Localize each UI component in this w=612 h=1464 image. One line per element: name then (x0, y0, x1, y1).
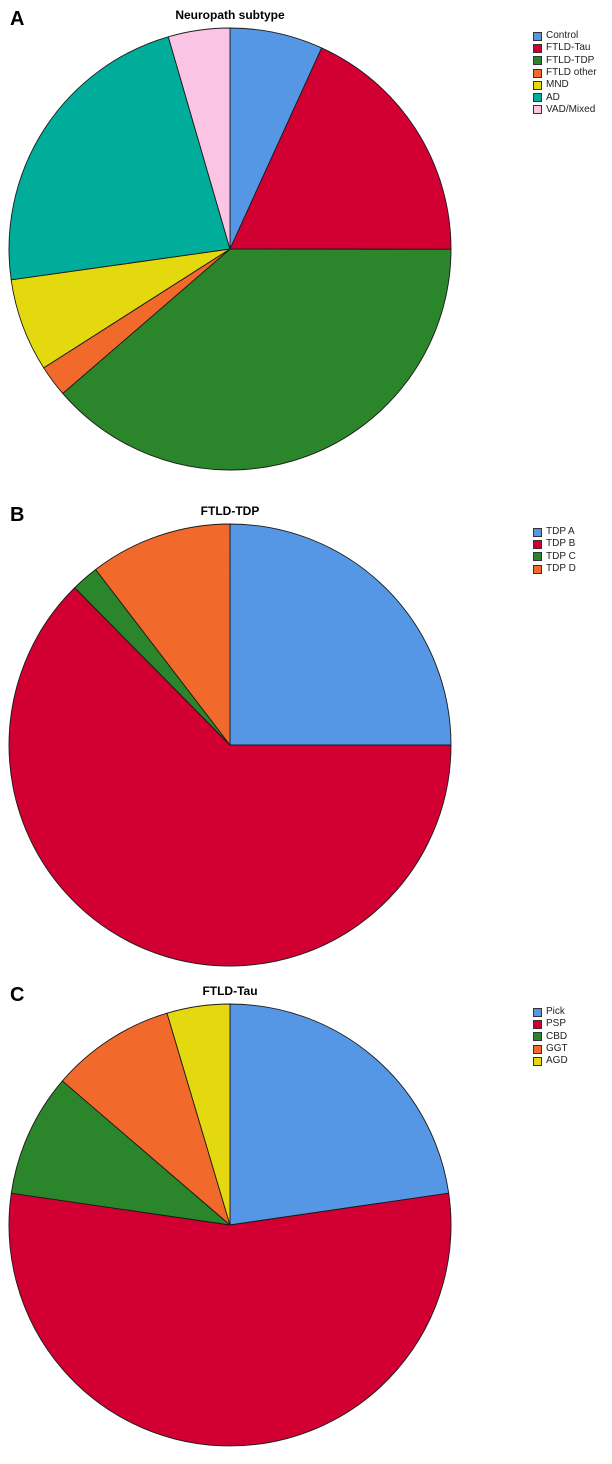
legend-item-tdp-a: TDP A (533, 526, 576, 538)
pie-slice-ftld-tdp (62, 248, 452, 471)
chart-title: FTLD-TDP (200, 504, 260, 518)
legend: TDP A TDP B TDP C TDP D (533, 526, 576, 575)
legend-label: TDP C (546, 550, 576, 562)
legend-swatch (533, 31, 542, 41)
pie-slice-cbd (10, 1080, 231, 1226)
legend-item-mnd: MND (533, 79, 597, 91)
legend-swatch (533, 527, 542, 537)
pie-slice-tdp-b (8, 587, 452, 967)
legend-item-psp: PSP (533, 1018, 568, 1030)
legend-swatch (533, 1044, 542, 1054)
pie-slice-vad-mixed (167, 27, 231, 250)
panel-ftld-tdp: B FTLD-TDP TDP A TDP B TDP C TDP D (0, 496, 612, 984)
legend-swatch (533, 80, 542, 90)
legend-item-control: Control (533, 30, 597, 42)
legend-swatch (533, 56, 542, 66)
legend-swatch (533, 1056, 542, 1066)
pie-slice-agd (166, 1003, 231, 1226)
legend-item-agd: AGD (533, 1055, 568, 1067)
chart-title: FTLD-Tau (202, 984, 258, 998)
panel-label: A (10, 8, 25, 30)
legend-label: VAD/Mixed (546, 103, 596, 115)
pie-slice-ggt (61, 1012, 231, 1226)
pie-slice-psp (8, 1192, 452, 1447)
pie-slice-ad (8, 36, 231, 281)
legend-swatch (533, 1019, 542, 1029)
legend-item-cbd: CBD (533, 1031, 568, 1043)
legend-swatch (533, 43, 542, 53)
legend-label: Control (546, 30, 579, 42)
panel-neuropath-subtype: A Neuropath subtype Control FTLD-Tau FTLD-… (0, 0, 612, 488)
pie-chart (8, 27, 452, 471)
legend-swatch (533, 1007, 542, 1017)
pie-slice-pick (229, 1003, 450, 1226)
panel-label: B (10, 504, 25, 526)
legend-swatch (533, 552, 542, 562)
pie-chart (8, 1003, 452, 1447)
legend-label: FTLD other (546, 67, 597, 79)
legend-label: FTLD-Tau (546, 42, 591, 54)
legend-label: MND (546, 79, 569, 91)
panel-ftld-tau: C FTLD-Tau Pick PSP CBD GGT AGD (0, 976, 612, 1464)
legend-item-ftld-other: FTLD other (533, 67, 597, 79)
legend-item-tdp-c: TDP C (533, 551, 576, 563)
legend-swatch (533, 1032, 542, 1042)
legend-item-tdp-d: TDP D (533, 563, 576, 575)
legend-swatch (533, 564, 542, 574)
legend-item-ad: AD (533, 91, 597, 103)
legend-swatch (533, 68, 542, 78)
pie-slice-tdp-a (229, 523, 452, 746)
legend: Pick PSP CBD GGT AGD (533, 1006, 568, 1067)
legend-label: FTLD-TDP (546, 54, 595, 66)
legend-label: AD (546, 91, 560, 103)
legend-label: Pick (546, 1006, 565, 1018)
legend-swatch (533, 539, 542, 549)
legend-label: PSP (546, 1018, 567, 1030)
pie-chart (8, 523, 452, 967)
legend-item-tdp-b: TDP B (533, 538, 576, 550)
legend: Control FTLD-Tau FTLD-TDP FTLD other MND AD VA… (533, 30, 597, 116)
legend-label: TDP B (546, 538, 576, 550)
pie-slice-ftld-tau (229, 47, 452, 250)
legend-label: TDP D (546, 563, 576, 575)
legend-item-ggt: GGT (533, 1043, 568, 1055)
legend-label: AGD (546, 1055, 568, 1067)
legend-item-pick: Pick (533, 1006, 568, 1018)
legend-swatch (533, 93, 542, 103)
pie-slice-tdp-d (95, 523, 231, 746)
legend-item-ftld-tdp: FTLD-TDP (533, 55, 597, 67)
legend-swatch (533, 105, 542, 115)
chart-title: Neuropath subtype (175, 8, 285, 22)
legend-item-ftld-tau: FTLD-Tau (533, 42, 597, 54)
legend-item-vad-mixed: VAD/Mixed (533, 104, 597, 116)
legend-label: GGT (546, 1043, 568, 1055)
legend-label: TDP A (546, 526, 575, 538)
legend-label: CBD (546, 1030, 568, 1042)
panel-label: C (10, 984, 25, 1006)
